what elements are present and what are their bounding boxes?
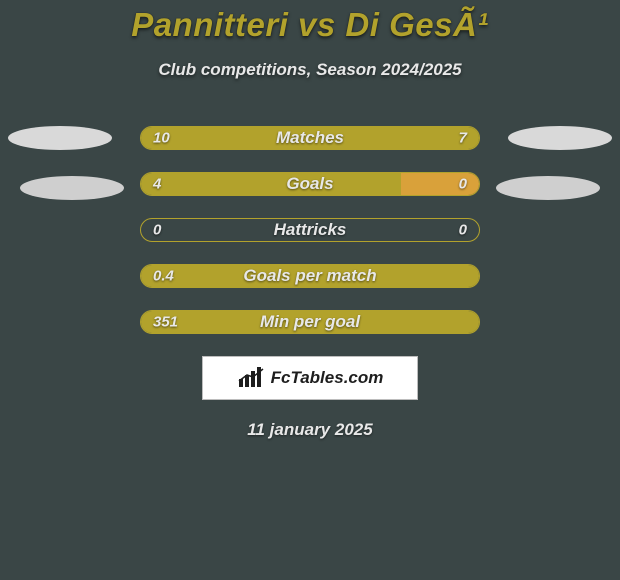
page-title: Pannitteri vs Di GesÃ¹: [0, 0, 620, 44]
stat-left-value: 4: [153, 176, 161, 193]
comparison-page: Pannitteri vs Di GesÃ¹ Club competitions…: [0, 0, 620, 580]
bar-chart-icon: [237, 367, 265, 389]
stat-row: 0 Hattricks 0: [140, 218, 480, 242]
stat-left-value: 351: [153, 314, 178, 331]
stat-fill-left: [141, 173, 401, 195]
stat-label: Min per goal: [260, 312, 360, 332]
stat-right-value: 7: [459, 130, 467, 147]
stat-label: Goals per match: [243, 266, 376, 286]
stat-row: 351 Min per goal: [140, 310, 480, 334]
team-logo-placeholder: [20, 176, 124, 200]
team-logo-placeholder: [508, 126, 612, 150]
stat-fill-right: [401, 173, 479, 195]
stat-left-value: 0: [153, 222, 161, 239]
brand-text: FcTables.com: [271, 368, 384, 388]
team-logo-placeholder: [8, 126, 112, 150]
team-logo-placeholder: [496, 176, 600, 200]
stat-right-value: 0: [459, 222, 467, 239]
stat-row: 10 Matches 7: [140, 126, 480, 150]
stat-label: Matches: [276, 128, 344, 148]
stat-left-value: 0.4: [153, 268, 174, 285]
stat-right-value: 0: [459, 176, 467, 193]
stat-label: Goals: [286, 174, 333, 194]
brand-box: FcTables.com: [202, 356, 418, 400]
comparison-bars: 10 Matches 7 4 Goals 0 0 Hattricks 0 0.4 Goals per…: [140, 126, 480, 334]
stat-left-value: 10: [153, 130, 170, 147]
stat-row: 0.4 Goals per match: [140, 264, 480, 288]
stat-label: Hattricks: [274, 220, 347, 240]
footer-date: 11 january 2025: [0, 420, 620, 440]
page-subtitle: Club competitions, Season 2024/2025: [0, 60, 620, 80]
stat-row: 4 Goals 0: [140, 172, 480, 196]
